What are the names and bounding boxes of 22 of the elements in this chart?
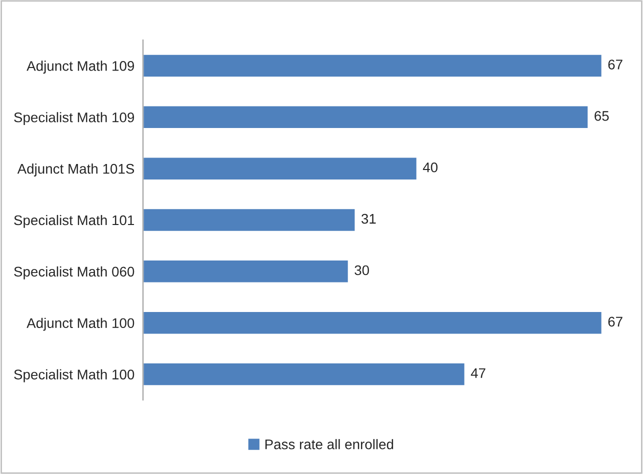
bar: [143, 310, 603, 336]
y-tick-label: Specialist Math 109: [14, 112, 134, 126]
data-label: 67: [608, 60, 622, 70]
y-tick-label: Adjunct Math 109: [26, 60, 134, 74]
y-tick-label: Adjunct Math 100: [26, 318, 134, 331]
bar: [143, 362, 466, 387]
data-label: 30: [354, 265, 370, 276]
y-tick-label: Specialist Math 060: [14, 266, 134, 280]
data-label: 65: [594, 111, 609, 121]
data-label: 40: [422, 162, 438, 172]
bar: [143, 53, 603, 78]
bar: [143, 259, 350, 284]
bar: [143, 156, 418, 181]
data-label: 31: [361, 214, 376, 224]
data-label: 47: [470, 368, 486, 378]
bar: [143, 104, 590, 130]
y-tick-label: Specialist Math 101: [14, 214, 134, 228]
data-label: 67: [608, 316, 622, 327]
legend-label: Pass rate all enrolled: [265, 439, 394, 450]
y-tick-label: Specialist Math 100: [14, 369, 134, 382]
y-tick-label: Adjunct Math 101S: [17, 164, 134, 176]
bar: [143, 208, 356, 232]
